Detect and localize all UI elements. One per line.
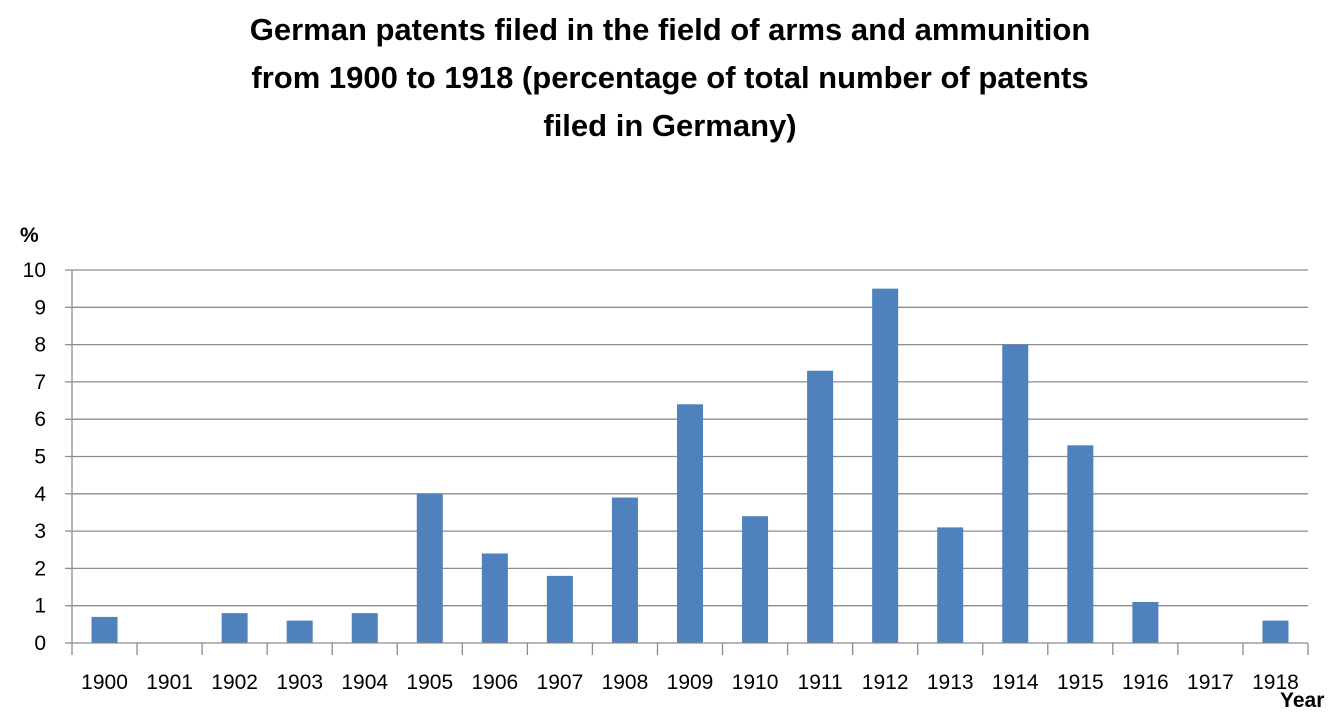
y-tick-label: 6 (34, 408, 46, 431)
bar-1909 (676, 404, 704, 643)
x-tick-label: 1911 (798, 671, 843, 694)
bar-1910 (742, 516, 769, 643)
x-tick-label: 1909 (667, 671, 714, 694)
x-tick-label: 1908 (602, 671, 649, 694)
x-tick-label: 1912 (862, 671, 909, 694)
x-tick-label: 1917 (1187, 671, 1234, 694)
y-tick-label: 2 (34, 557, 46, 580)
bar-1905 (416, 493, 443, 643)
y-axis-title: % (20, 224, 39, 247)
bar-1915 (1067, 445, 1094, 643)
y-tick-label: 3 (34, 520, 46, 543)
bar-1912 (872, 288, 899, 643)
chart-title: German patents filed in the field of arm… (249, 12, 1091, 143)
x-axis-title: Year (1280, 689, 1324, 712)
bar-1911 (807, 370, 834, 643)
bar-1902 (221, 613, 248, 643)
x-tick-label: 1915 (1057, 671, 1104, 694)
x-tick-label: 1906 (471, 671, 518, 694)
y-tick-label: 0 (34, 632, 46, 655)
y-tick-label: 5 (34, 446, 46, 469)
bar-1913 (937, 527, 964, 643)
x-tick-label: 1913 (927, 671, 974, 694)
y-tick-label: 10 (23, 259, 46, 282)
y-tick-label: 4 (34, 483, 46, 506)
bar-1903 (286, 620, 313, 643)
bar-1908 (611, 497, 638, 643)
axes (65, 269, 1309, 655)
bar-1907 (546, 575, 573, 643)
x-tick-label: 1900 (81, 671, 128, 694)
x-tick-label: 1918 (1252, 671, 1299, 694)
x-tick-label: 1901 (146, 671, 193, 694)
x-tick-label: 1903 (276, 671, 323, 694)
x-tick-label: 1905 (406, 671, 453, 694)
x-tick-label: 1902 (211, 671, 258, 694)
bar-1914 (1002, 344, 1029, 643)
x-tick-label: 1916 (1122, 671, 1169, 694)
bar-1900 (91, 616, 118, 643)
bar-1916 (1132, 601, 1159, 643)
x-tick-label: 1914 (992, 671, 1039, 694)
y-tick-label: 8 (34, 334, 46, 357)
x-tick-label: 1907 (537, 671, 584, 694)
bar-1906 (481, 553, 508, 643)
bars (91, 288, 1289, 643)
tick-labels: 0 1 2 3 4 5 6 7 8 9 10 1900 1901 1902 1903 1904 1905 1906… (23, 259, 1299, 694)
x-tick-label: 1904 (341, 671, 388, 694)
bar-1904 (351, 613, 378, 643)
y-tick-label: 9 (34, 296, 46, 319)
y-tick-label: 1 (34, 595, 46, 618)
x-tick-label: 1910 (732, 671, 779, 694)
y-tick-label: 7 (34, 371, 46, 394)
bar-1918 (1262, 620, 1289, 643)
